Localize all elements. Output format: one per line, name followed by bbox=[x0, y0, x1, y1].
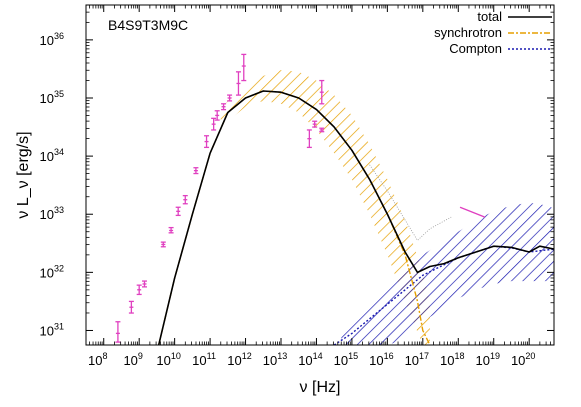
data-point bbox=[204, 135, 210, 149]
band-compton bbox=[341, 202, 554, 345]
y-tick-label: 1031 bbox=[40, 321, 64, 338]
x-tick-label: 1010 bbox=[156, 351, 180, 368]
series-line-compton bbox=[333, 245, 554, 345]
x-tick-label: 1012 bbox=[227, 351, 251, 368]
data-point bbox=[128, 300, 134, 314]
legend-label-total: total bbox=[477, 9, 502, 24]
uncertainty-bands bbox=[220, 70, 554, 345]
y-tick-label: 1032 bbox=[40, 263, 64, 280]
x-tick-label: 1015 bbox=[334, 351, 358, 368]
x-tick-label: 1020 bbox=[511, 351, 535, 368]
data-point bbox=[193, 167, 199, 175]
data-point bbox=[241, 53, 247, 82]
data-point bbox=[168, 226, 174, 234]
y-axis-title: ν L_ν [erg/s] bbox=[15, 131, 32, 218]
dotted-connector bbox=[369, 164, 452, 242]
x-tick-label: 1011 bbox=[192, 351, 216, 368]
plot-frame bbox=[85, 4, 555, 346]
x-tick-label: 1017 bbox=[405, 351, 429, 368]
data-point bbox=[319, 127, 325, 133]
data-points bbox=[115, 53, 325, 343]
data-point bbox=[227, 94, 233, 102]
y-tick-label: 1035 bbox=[40, 89, 64, 106]
x-tick-label: 1013 bbox=[263, 351, 287, 368]
x-tick-label: 1018 bbox=[440, 351, 464, 368]
data-point bbox=[136, 284, 142, 296]
series-lines bbox=[157, 90, 554, 345]
data-point bbox=[160, 241, 166, 248]
data-point bbox=[182, 194, 188, 205]
band-synchrotron bbox=[220, 70, 430, 345]
x-tick-label: 108 bbox=[88, 351, 107, 368]
y-tick-label: 1036 bbox=[40, 31, 64, 48]
data-point bbox=[142, 280, 147, 288]
data-point bbox=[221, 103, 227, 111]
series-line-total bbox=[157, 90, 554, 345]
data-point bbox=[306, 129, 312, 149]
y-tick-label: 1033 bbox=[40, 205, 64, 222]
data-point bbox=[214, 110, 220, 121]
legend: total synchrotron Compton bbox=[434, 9, 552, 56]
y-tick-label: 1034 bbox=[40, 147, 64, 164]
data-point bbox=[235, 71, 241, 96]
x-tick-label: 1016 bbox=[369, 351, 393, 368]
xray-segment bbox=[459, 206, 486, 218]
annotation-label: B4S9T3M9C bbox=[108, 17, 188, 33]
data-point bbox=[211, 117, 217, 131]
data-point bbox=[115, 321, 121, 343]
plot-area: 108 109 1010 1011 1012 1013 1014 1015 1016 1017 10… bbox=[40, 4, 555, 368]
legend-label-compton: Compton bbox=[449, 41, 502, 56]
legend-label-synchrotron: synchrotron bbox=[434, 25, 502, 40]
x-axis-title: ν [Hz] bbox=[300, 379, 341, 396]
axis-ticks: 108 109 1010 1011 1012 1013 1014 1015 1016 1017 10… bbox=[40, 5, 555, 368]
data-point bbox=[312, 120, 318, 128]
data-point bbox=[175, 206, 181, 217]
data-point bbox=[319, 79, 325, 105]
x-tick-label: 1019 bbox=[475, 351, 499, 368]
x-tick-label: 109 bbox=[123, 351, 142, 368]
x-tick-label: 1014 bbox=[298, 351, 322, 368]
